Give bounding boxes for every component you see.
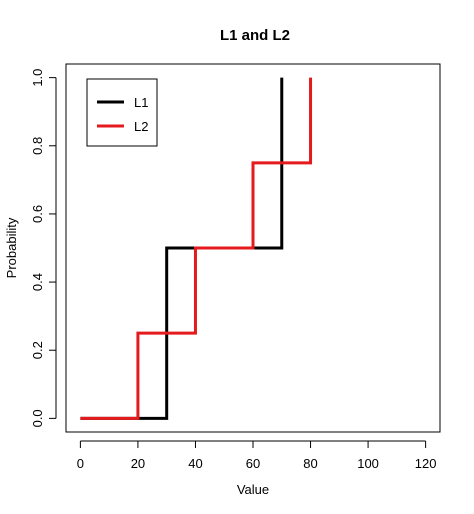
series-line-l2 xyxy=(80,77,313,420)
x-tick-label: 0 xyxy=(77,456,84,471)
x-tick-label: 100 xyxy=(357,456,379,471)
x-axis: 0 20 40 60 80 100 120 xyxy=(77,440,437,471)
x-tick-label: 80 xyxy=(303,456,317,471)
x-axis-label: Value xyxy=(237,482,269,497)
y-tick-label: 1.0 xyxy=(30,69,45,87)
y-axis: 0.0 0.2 0.4 0.6 0.8 1.0 xyxy=(30,69,57,427)
chart-title: L1 and L2 xyxy=(220,27,290,44)
legend-label-l1: L1 xyxy=(134,95,148,110)
legend-box xyxy=(86,78,158,147)
y-tick-label: 0.6 xyxy=(30,205,45,223)
y-tick-label: 0.2 xyxy=(30,341,45,359)
y-tick-label: 0.8 xyxy=(30,137,45,155)
x-tick-label: 20 xyxy=(131,456,145,471)
legend-label-l2: L2 xyxy=(134,119,148,134)
x-tick-label: 40 xyxy=(188,456,202,471)
plot-frame xyxy=(65,63,441,433)
series-layer xyxy=(80,77,313,420)
y-tick-label: 0.0 xyxy=(30,409,45,427)
y-tick-label: 0.4 xyxy=(30,273,45,291)
x-tick-label: 60 xyxy=(246,456,260,471)
x-tick-label: 120 xyxy=(415,456,437,471)
legend: L1 L2 xyxy=(86,78,158,147)
y-axis-label: Probability xyxy=(4,217,19,278)
